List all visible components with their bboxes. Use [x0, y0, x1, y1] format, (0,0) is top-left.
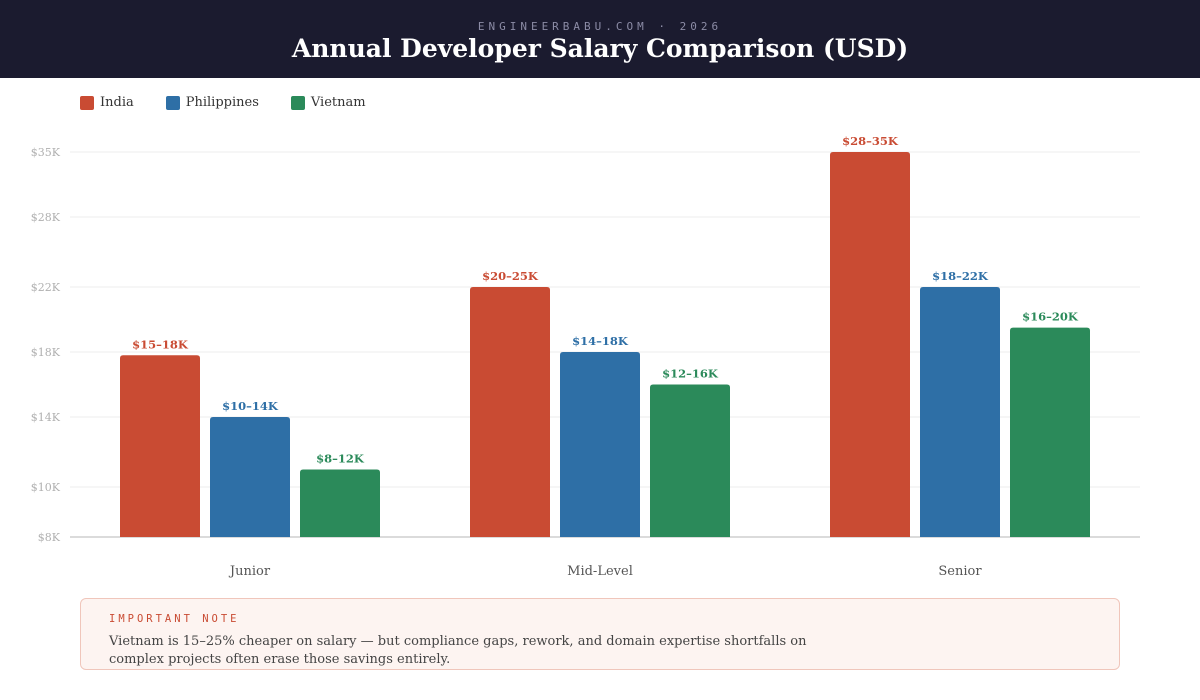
- x-tick-label: Junior: [228, 564, 271, 579]
- y-tick-label: $14K: [31, 411, 61, 424]
- data-label: $15–18K: [132, 337, 189, 351]
- legend-label-philippines: Philippines: [185, 95, 259, 110]
- note-label: IMPORTANT NOTE: [109, 613, 240, 625]
- legend-swatch-philippines: [165, 95, 180, 110]
- chart-legend: India Philippines Vietnam: [80, 95, 366, 110]
- bar-vietnam-junior: [300, 469, 380, 537]
- legend-item-philippines: Philippines: [165, 95, 259, 110]
- legend-label-vietnam: Vietnam: [310, 95, 366, 110]
- bar-india-junior: [120, 355, 200, 537]
- data-label: $20–25K: [482, 269, 539, 283]
- legend-swatch-vietnam: [290, 95, 305, 110]
- chart-title: Annual Developer Salary Comparison (USD): [291, 34, 909, 63]
- bar-philippines-senior: [920, 287, 1000, 537]
- x-tick-label: Mid-Level: [567, 564, 633, 579]
- x-tick-label: Senior: [938, 564, 982, 579]
- legend-label-india: India: [100, 95, 134, 110]
- y-tick-label: $8K: [38, 531, 61, 544]
- bar-philippines-junior: [210, 417, 290, 537]
- data-label: $28–35K: [842, 134, 899, 148]
- bar-india-mid-level: [470, 287, 550, 537]
- data-label: $16–20K: [1022, 310, 1079, 324]
- bar-philippines-mid-level: [560, 352, 640, 537]
- y-tick-label: $28K: [31, 211, 61, 224]
- y-tick-label: $22K: [31, 281, 61, 294]
- data-label: $8–12K: [316, 452, 365, 466]
- data-label: $18–22K: [932, 269, 989, 283]
- data-label: $10–14K: [222, 399, 279, 413]
- note-text: Vietnam is 15–25% cheaper on salary — bu…: [109, 634, 807, 667]
- y-tick-label: $35K: [31, 146, 61, 159]
- important-note: IMPORTANT NOTE Vietnam is 15–25% cheaper…: [80, 598, 1120, 670]
- data-label: $12–16K: [662, 367, 719, 381]
- header-kicker: ENGINEERBABU.COM · 2026: [477, 20, 723, 33]
- legend-swatch-india: [80, 95, 94, 110]
- data-label: $14–18K: [572, 334, 629, 348]
- y-tick-label: $10K: [31, 481, 61, 494]
- bar-vietnam-mid-level: [650, 384, 730, 537]
- bar-india-senior: [830, 152, 910, 537]
- page-header: ENGINEERBABU.COM · 2026 Annual Developer…: [0, 0, 1200, 78]
- bar-vietnam-senior: [1010, 327, 1090, 537]
- legend-item-vietnam: Vietnam: [290, 95, 366, 110]
- legend-item-india: India: [80, 95, 134, 110]
- y-tick-label: $18K: [31, 346, 61, 359]
